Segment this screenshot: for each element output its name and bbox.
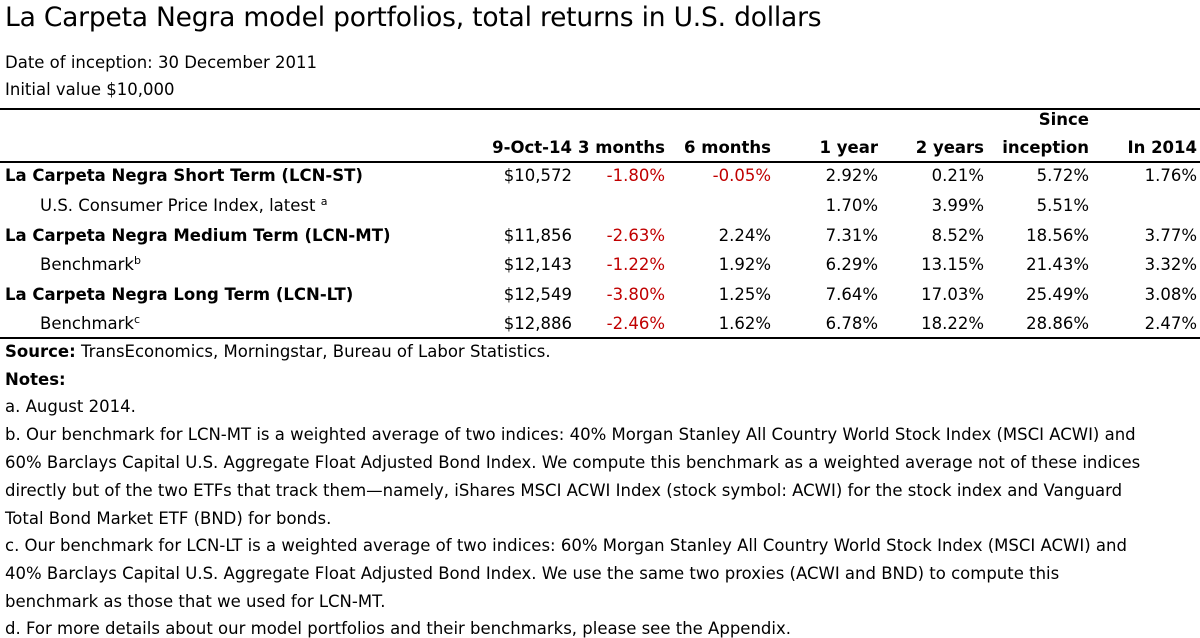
cell-2y: 13.15%: [921, 255, 984, 274]
cell-2y: 3.99%: [931, 196, 984, 215]
row-label-benchmark-c: Benchmarkc: [40, 313, 141, 333]
cell-3m: -3.80%: [606, 285, 665, 304]
row-label-lcn-st: La Carpeta Negra Short Term (LCN-ST): [5, 166, 363, 185]
cell-inception: 21.43%: [1026, 255, 1089, 274]
cell-inception: 25.49%: [1026, 285, 1089, 304]
cell-2014: 3.08%: [1144, 285, 1197, 304]
cell-value: $11,856: [503, 226, 572, 245]
initial-value: Initial value $10,000: [5, 80, 175, 99]
cell-1y: 6.29%: [825, 255, 878, 274]
cell-2y: 8.52%: [931, 226, 984, 245]
cell-1y: 7.31%: [825, 226, 878, 245]
col-header-1y: 1 year: [819, 138, 878, 157]
row-label-lcn-lt: La Carpeta Negra Long Term (LCN-LT): [5, 285, 354, 304]
note-line: d. For more details about our model port…: [5, 619, 791, 638]
page-title: La Carpeta Negra model portfolios, total…: [5, 2, 822, 33]
footnote-marker: c: [133, 313, 141, 326]
table-header-rule: [0, 161, 1200, 163]
notes-label: Notes:: [5, 370, 66, 389]
cell-3m: -1.80%: [606, 166, 665, 185]
cell-value: $12,886: [503, 314, 572, 333]
cell-inception: 5.51%: [1036, 196, 1089, 215]
cell-6m: 1.92%: [718, 255, 771, 274]
source-line: Source: TransEconomics, Morningstar, Bur…: [5, 342, 551, 361]
note-line: Total Bond Market ETF (BND) for bonds.: [5, 509, 332, 528]
inception-date: Date of inception: 30 December 2011: [5, 53, 318, 72]
note-line: directly but of the two ETFs that track …: [5, 481, 1123, 500]
source-text: TransEconomics, Morningstar, Bureau of L…: [80, 342, 551, 361]
note-line: c. Our benchmark for LCN-LT is a weighte…: [5, 536, 1127, 555]
note-line: 40% Barclays Capital U.S. Aggregate Floa…: [5, 564, 1060, 583]
cell-2014: 1.76%: [1144, 166, 1197, 185]
cell-2014: 3.32%: [1144, 255, 1197, 274]
col-header-3m: 3 months: [578, 138, 665, 157]
note-line: benchmark as those that we used for LCN-…: [5, 592, 386, 611]
cell-value: $12,143: [503, 255, 572, 274]
cell-3m: -1.22%: [606, 255, 665, 274]
col-header-2y: 2 years: [915, 138, 984, 157]
note-line: a. August 2014.: [5, 397, 136, 416]
col-header-6m: 6 months: [684, 138, 771, 157]
footnote-marker: a: [320, 195, 328, 208]
cell-3m: -2.46%: [606, 314, 665, 333]
cell-2y: 0.21%: [931, 166, 984, 185]
col-header-since: Since: [1038, 110, 1089, 129]
cell-inception: 28.86%: [1026, 314, 1089, 333]
cell-6m: 2.24%: [718, 226, 771, 245]
source-label: Source:: [5, 342, 76, 361]
cell-6m: 1.62%: [718, 314, 771, 333]
cell-6m: -0.05%: [712, 166, 771, 185]
footnote-marker: b: [133, 254, 141, 267]
cell-1y: 1.70%: [825, 196, 878, 215]
table-top-rule: [0, 108, 1200, 110]
col-header-inception: inception: [1002, 138, 1089, 157]
cell-6m: 1.25%: [718, 285, 771, 304]
row-label-cpi: U.S. Consumer Price Index, latest a: [40, 195, 328, 215]
cell-1y: 6.78%: [825, 314, 878, 333]
table-bottom-rule: [0, 337, 1200, 339]
col-header-date: 9-Oct-14: [492, 138, 572, 157]
col-header-2014: In 2014: [1127, 138, 1197, 157]
note-line: 60% Barclays Capital U.S. Aggregate Floa…: [5, 453, 1141, 472]
cell-2014: 3.77%: [1144, 226, 1197, 245]
cell-inception: 18.56%: [1026, 226, 1089, 245]
row-label-benchmark-b: Benchmarkb: [40, 254, 141, 274]
cell-1y: 2.92%: [825, 166, 878, 185]
cell-2014: 2.47%: [1144, 314, 1197, 333]
cell-inception: 5.72%: [1036, 166, 1089, 185]
cell-value: $12,549: [503, 285, 572, 304]
cell-3m: -2.63%: [606, 226, 665, 245]
cell-1y: 7.64%: [825, 285, 878, 304]
row-label-lcn-mt: La Carpeta Negra Medium Term (LCN-MT): [5, 226, 391, 245]
note-line: b. Our benchmark for LCN-MT is a weighte…: [5, 425, 1136, 444]
cell-2y: 17.03%: [921, 285, 984, 304]
cell-value: $10,572: [503, 166, 572, 185]
cell-2y: 18.22%: [921, 314, 984, 333]
